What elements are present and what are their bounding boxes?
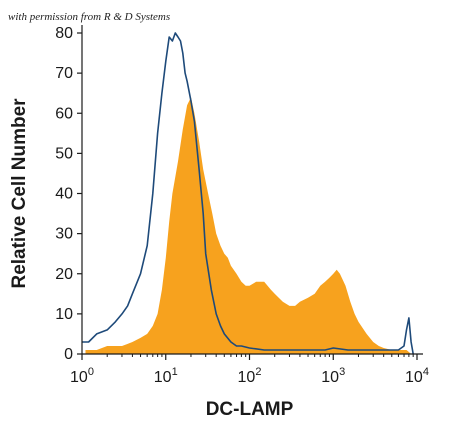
y-tick-label: 80 xyxy=(55,25,73,42)
y-tick-label: 40 xyxy=(55,186,73,203)
y-ticks: 0 10 20 30 40 50 60 70 80 xyxy=(55,25,82,363)
x-tick-label: 100 xyxy=(70,366,94,386)
x-ticks: 100 101 102 103 104 xyxy=(70,354,429,386)
watermark: with permission from R & D Systems xyxy=(8,11,170,23)
x-tick-label: 101 xyxy=(154,366,178,386)
y-tick-label: 10 xyxy=(55,306,73,323)
series-outline-line xyxy=(82,32,414,355)
series-fill-area xyxy=(85,97,412,354)
y-tick-label: 0 xyxy=(64,346,73,363)
y-tick-label: 20 xyxy=(55,266,73,283)
y-axis-title: Relative Cell Number xyxy=(9,98,30,289)
y-tick-label: 50 xyxy=(55,145,73,162)
y-tick-label: 60 xyxy=(55,105,73,122)
axes: 0 10 20 30 40 50 60 70 80 100 101 102 103 104 xyxy=(55,25,429,386)
y-tick-label: 70 xyxy=(55,65,73,82)
x-tick-label: 102 xyxy=(238,366,262,386)
x-tick-label: 104 xyxy=(405,366,429,386)
y-tick-label: 30 xyxy=(55,226,73,243)
plot-area xyxy=(82,32,414,355)
x-axis-title: DC-LAMP xyxy=(206,399,294,420)
x-tick-label: 103 xyxy=(321,366,345,386)
